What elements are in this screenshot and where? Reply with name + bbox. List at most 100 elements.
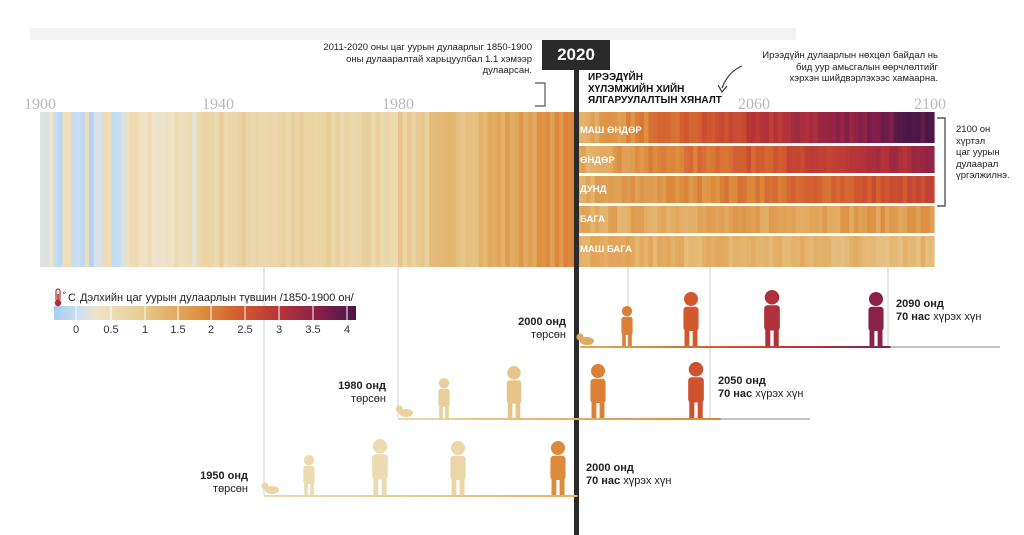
scenario-3-stripe-41 [759, 206, 766, 233]
midage-2000-head [764, 290, 780, 305]
scenario-0-stripe-52 [809, 112, 815, 143]
scenario-2-stripe-21 [670, 176, 676, 203]
scenario-4-stripe-39 [751, 236, 757, 267]
midage-1980-leg-right [599, 395, 605, 418]
scenario-1-stripe-79 [929, 146, 935, 173]
scenario-4-stripe-48 [791, 236, 797, 267]
scenario-3-stripe-34 [728, 206, 734, 233]
scenario-2-stripe-71 [893, 176, 899, 203]
ground-2000-seg-34 [843, 346, 852, 348]
scenario-1-stripe-67 [875, 146, 882, 173]
scenario-1-stripe-31 [715, 146, 721, 173]
stripe-2007 [518, 112, 524, 267]
stripe-1904 [57, 112, 63, 267]
scenario-2-stripe-15 [643, 176, 649, 203]
stripe-2000 [487, 112, 493, 267]
elder-2000-leg-right [877, 323, 883, 346]
stripe-1919 [125, 112, 131, 267]
stripe-1950 [263, 112, 269, 267]
scenario-4-stripe-29 [706, 236, 712, 267]
ground-1950-seg-15 [381, 495, 390, 497]
adult-1980-head [507, 366, 521, 380]
scenario-3-stripe-61 [849, 206, 855, 233]
scenario-0-stripe-34 [728, 112, 734, 143]
scenario-1-stripe-68 [880, 146, 886, 173]
stripe-1981 [402, 112, 408, 267]
scenario-0-stripe-32 [719, 112, 725, 143]
scenario-4-stripe-26 [693, 236, 699, 267]
adult-2000-head [683, 292, 699, 307]
stripe-1946 [245, 112, 251, 267]
scenario-4-stripe-28 [701, 236, 708, 267]
scenario-4-stripe-54 [817, 236, 824, 267]
stripe-1965 [330, 112, 336, 267]
scenario-0-stripe-12 [630, 112, 636, 143]
age70-2090-text: хүрэх хүн [933, 311, 982, 323]
scenario-1-stripe-37 [742, 146, 748, 173]
scenario-1-stripe-49 [795, 146, 801, 173]
scenario-1-stripe-48 [791, 146, 797, 173]
ground-1950-seg-16 [389, 495, 398, 497]
midage-1950-head [450, 441, 466, 456]
scenario-very-high-label: МАШ ӨНДӨР [580, 125, 642, 136]
scenario-0-stripe-26 [693, 112, 699, 143]
stripe-1953 [277, 112, 283, 267]
scenario-1-stripe-15 [643, 146, 649, 173]
ground-1980-seg-31 [647, 418, 657, 420]
stripe-1924 [147, 112, 153, 267]
stripe-2011 [536, 112, 542, 267]
legend-tick-2: 2 [207, 324, 215, 336]
scenario-1-stripe-23 [679, 146, 685, 173]
scenario-3-stripe-33 [724, 206, 730, 233]
stripe-1910 [84, 112, 90, 267]
legend-tick-3-5: 3.5 [305, 324, 321, 336]
ground-1950-seg-13 [365, 495, 374, 497]
scenario-4-stripe-61 [849, 236, 855, 267]
legend-tick-4: 4 [343, 324, 351, 336]
scenario-1-stripe-18 [657, 146, 663, 173]
scenario-2-stripe-13 [635, 176, 641, 203]
ground-1980-seg-23 [583, 418, 592, 420]
continue-note-line-2: хүртэл [956, 135, 986, 147]
scenario-1-stripe-25 [688, 146, 694, 173]
scenario-2-stripe-17 [652, 176, 658, 203]
ground-1980-seg-28 [623, 418, 632, 420]
scenario-4-stripe-9 [617, 236, 623, 267]
scenario-0-stripe-73 [902, 112, 908, 143]
ground-2000-seg-8 [642, 346, 651, 348]
stripe-2017 [563, 112, 569, 267]
stripe-2015 [554, 112, 560, 267]
ground-1950-seg-17 [397, 495, 406, 497]
legend-tick-3: 3 [275, 324, 283, 336]
scenario-1-stripe-1 [581, 146, 587, 173]
ground-2000-seg-36 [859, 346, 868, 348]
projection-title-line-3: ЯЛГАРУУЛАЛТЫН ХЯНАЛТ [588, 95, 722, 106]
scenario-4-stripe-22 [675, 236, 681, 267]
scenario-3-stripe-6 [603, 206, 609, 233]
scenario-1-stripe-46 [782, 146, 788, 173]
scenario-4-stripe-33 [724, 236, 730, 267]
ground-1980-seg-14 [510, 418, 520, 420]
scenario-1-stripe-60 [844, 146, 850, 173]
scenario-2-stripe-34 [728, 176, 734, 203]
stripe-1906 [66, 112, 72, 267]
ground-2000-seg-10 [657, 346, 666, 348]
scenario-3-stripe-29 [706, 206, 712, 233]
scenario-4-stripe-16 [648, 236, 654, 267]
ground-1980-seg-6 [446, 418, 455, 420]
stripe-1917 [116, 112, 122, 267]
stripe-1942 [227, 112, 234, 267]
scenario-1-stripe-41 [759, 146, 766, 173]
scenario-0-stripe-75 [911, 112, 917, 143]
midage-2000 [764, 290, 780, 346]
scenario-2-stripe-10 [621, 176, 627, 203]
scenario-1-stripe-12 [630, 146, 636, 173]
legend-tick-2-5: 2.5 [237, 324, 253, 336]
scenario-2-stripe-35 [733, 176, 739, 203]
warming-note-line-2: оны дулааралтай харьцуулбал 1.1 хэмээр [346, 53, 532, 65]
stripe-1956 [290, 112, 296, 267]
year-2020-marker: 2020 [542, 40, 610, 70]
future-note: Ирээдүйн дулаарлын нөхцөл байдал нь бид … [752, 50, 938, 85]
